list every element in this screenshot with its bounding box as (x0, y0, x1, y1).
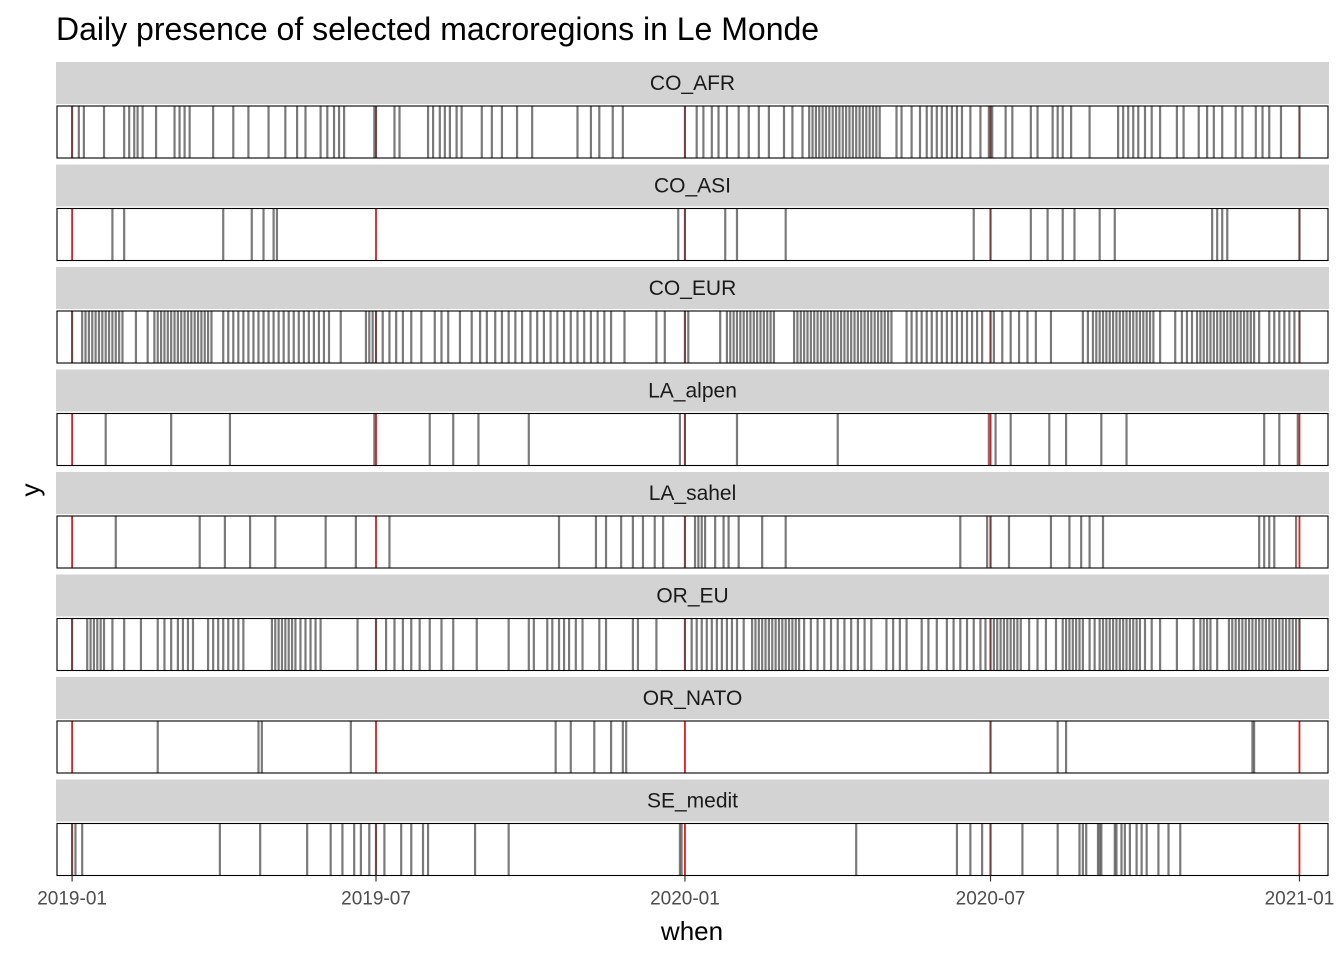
panel-background (57, 516, 1328, 568)
panel-border (56, 310, 1329, 364)
chart-title: Daily presence of selected macroregions … (56, 11, 819, 47)
panel-border (56, 207, 1329, 262)
facet-panels: CO_AFR CO_ASI CO_EUR LA_alpen LA_sahel OR_EU O… (56, 62, 1329, 877)
strip-label: CO_ASI (654, 175, 731, 198)
facet-CO_AFR: CO_AFR (56, 62, 1329, 159)
facet-LA_sahel: LA_sahel (56, 472, 1329, 569)
strip-label: LA_sahel (649, 482, 737, 505)
panel-background (57, 721, 1328, 773)
strip-background (56, 267, 1329, 309)
strip-background (56, 369, 1329, 412)
x-tick-label: 2019-07 (341, 889, 411, 910)
facet-OR_EU: OR_EU (56, 574, 1329, 672)
x-axis: 2019-01 2019-07 2020-01 2020-07 2021-01 (37, 875, 1335, 910)
panel-border (56, 822, 1329, 877)
facet-SE_medit: SE_medit (56, 779, 1329, 877)
facet-OR_NATO: OR_NATO (56, 677, 1329, 774)
x-tick-label: 2019-01 (37, 889, 107, 910)
strip-background (56, 574, 1329, 617)
strip-background (56, 164, 1329, 207)
panel-border (56, 515, 1329, 569)
strip-background (56, 62, 1329, 104)
strip-background (56, 779, 1329, 822)
x-tick-label: 2020-07 (956, 889, 1026, 910)
panel-border (56, 720, 1329, 774)
x-axis-title: when (660, 916, 723, 946)
strip-label: OR_NATO (643, 687, 743, 710)
strip-label: SE_medit (647, 790, 738, 813)
panel-border (56, 617, 1329, 672)
y-axis-title: y (15, 484, 45, 497)
strip-label: CO_EUR (649, 277, 737, 300)
panel-background (57, 413, 1328, 466)
strip-label: CO_AFR (650, 72, 735, 95)
x-tick-label: 2020-01 (650, 889, 720, 910)
panel-border (56, 105, 1329, 159)
facet-CO_ASI: CO_ASI (56, 164, 1329, 262)
facet-CO_EUR: CO_EUR (56, 267, 1329, 364)
strip-label: LA_alpen (648, 380, 737, 403)
strip-background (56, 677, 1329, 719)
strip-background (56, 472, 1329, 514)
panel-background (57, 208, 1328, 261)
strip-label: OR_EU (656, 585, 728, 608)
x-tick-label: 2021-01 (1265, 889, 1335, 910)
facet-LA_alpen: LA_alpen (56, 369, 1329, 467)
panel-border (56, 412, 1329, 467)
